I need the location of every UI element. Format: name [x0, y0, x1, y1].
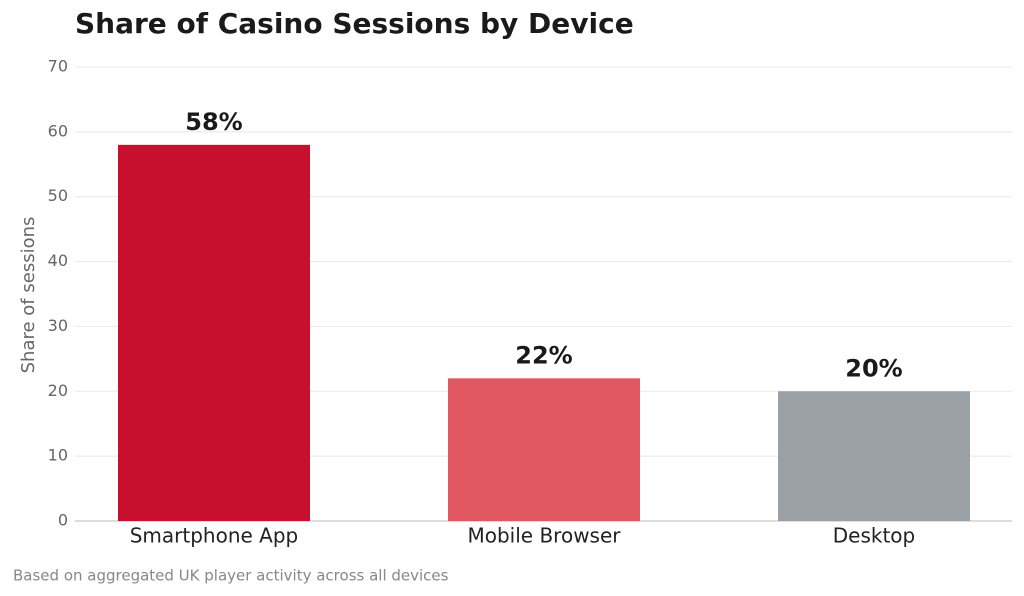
- y-axis-label: Share of sessions: [18, 217, 39, 374]
- y-tick-label: 20: [48, 381, 68, 400]
- x-tick-label: Desktop: [833, 524, 915, 548]
- value-label: 20%: [845, 354, 902, 382]
- y-tick-label: 60: [48, 121, 68, 140]
- y-tick-label: 0: [58, 511, 68, 530]
- bar: [448, 378, 640, 521]
- value-label: 22%: [515, 341, 572, 369]
- x-tick-label: Mobile Browser: [467, 524, 621, 548]
- bar: [778, 391, 970, 521]
- y-tick-label: 70: [48, 57, 68, 76]
- bar: [118, 144, 310, 522]
- y-tick-label: 50: [48, 186, 68, 205]
- y-tick-label: 30: [48, 316, 68, 335]
- chart-title: Share of Casino Sessions by Device: [75, 7, 634, 40]
- footnote: Based on aggregated UK player activity a…: [13, 567, 449, 585]
- y-tick-label: 10: [48, 446, 68, 465]
- y-tick-label: 40: [48, 251, 68, 270]
- value-label: 58%: [185, 108, 242, 136]
- x-tick-label: Smartphone App: [130, 524, 299, 548]
